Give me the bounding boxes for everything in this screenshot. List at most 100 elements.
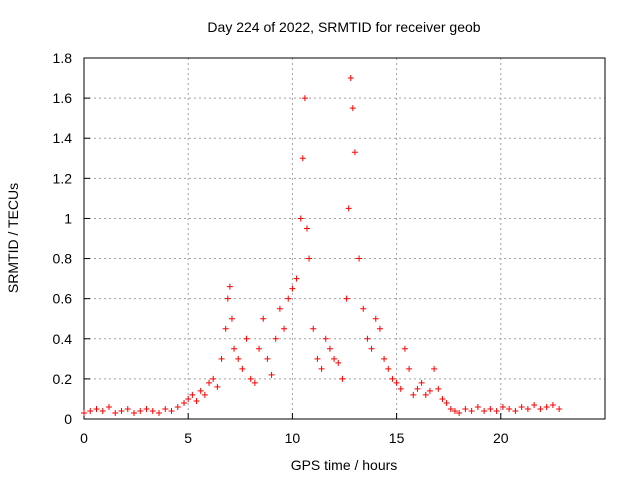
data-point [531,401,538,408]
data-point [487,405,494,412]
data-point [228,315,235,322]
data-point [224,295,231,302]
data-point [243,335,250,342]
data-point [339,375,346,382]
x-tick-label: 5 [184,430,192,446]
data-point [197,387,204,394]
data-point [131,409,138,416]
data-point [385,365,392,372]
data-point [310,325,317,332]
data-point [303,225,310,232]
data-point [210,375,217,382]
data-point [393,379,400,386]
x-axis-ticks: 0 5 10 15 20 [80,413,509,446]
data-point [264,355,271,362]
data-point [289,285,296,292]
chart-title: Day 224 of 2022, SRMTID for receiver geo… [207,19,480,35]
data-point [301,95,308,102]
data-point [481,407,488,414]
data-point [137,407,144,414]
data-point [299,155,306,162]
data-point [331,355,338,362]
data-point [206,379,213,386]
data-point [218,355,225,362]
data-point [474,403,481,410]
data-point [168,407,175,414]
data-point [247,375,254,382]
y-tick-label: 0.4 [53,331,73,347]
data-point [364,335,371,342]
data-point [106,403,113,410]
data-point [524,405,531,412]
data-point [181,399,188,406]
data-point [468,407,475,414]
data-point [406,365,413,372]
y-tick-label: 1.8 [53,50,73,66]
y-axis-label: SRMTID / TECUs [5,183,21,293]
data-point [451,407,458,414]
data-point [418,379,425,386]
data-point [143,405,150,412]
y-tick-label: 0.6 [53,291,73,307]
data-point [156,409,163,416]
data-point [149,407,156,414]
data-point [118,407,125,414]
y-tick-label: 0.8 [53,251,73,267]
data-points [81,75,563,416]
data-point [443,399,450,406]
data-point [193,397,200,404]
data-point [431,365,438,372]
data-point [235,355,242,362]
data-point [268,371,275,378]
data-point [297,215,304,222]
data-point [226,283,233,290]
data-point [499,403,506,410]
data-point [456,409,463,416]
data-point [347,75,354,82]
data-point [326,345,333,352]
data-point [401,345,408,352]
plot-frame [83,57,606,420]
x-axis-label: GPS time / hours [291,457,398,473]
data-point [389,375,396,382]
data-point [162,405,169,412]
x-tick-label: 10 [285,430,301,446]
grid-lines [84,58,605,419]
data-point [512,407,519,414]
data-point [426,387,433,394]
data-point [414,385,421,392]
data-point [356,255,363,262]
y-tick-label: 1.6 [53,90,73,106]
data-point [276,305,283,312]
data-point [318,365,325,372]
data-point [185,395,192,402]
data-point [256,345,263,352]
x-tick-label: 15 [389,430,405,446]
y-tick-label: 1 [64,210,72,226]
data-point [260,315,267,322]
data-point [99,407,106,414]
data-point [124,405,131,412]
data-point [281,325,288,332]
data-point [410,391,417,398]
data-point [372,315,379,322]
data-point [201,391,208,398]
x-tick-label: 20 [493,430,509,446]
data-point [174,403,181,410]
x-tick-label: 0 [80,430,88,446]
y-tick-label: 1.4 [53,130,73,146]
data-point [335,359,342,366]
data-point [314,355,321,362]
y-tick-label: 0 [64,411,72,427]
data-point [439,395,446,402]
y-axis-ticks: 0 0.2 0.4 0.6 0.8 1 1.2 1.4 1.6 1.8 [53,50,90,427]
data-point [506,405,513,412]
data-point [285,295,292,302]
data-point [322,335,329,342]
data-point [462,405,469,412]
data-point [518,403,525,410]
data-point [239,365,246,372]
data-point [231,345,238,352]
data-point [345,205,352,212]
